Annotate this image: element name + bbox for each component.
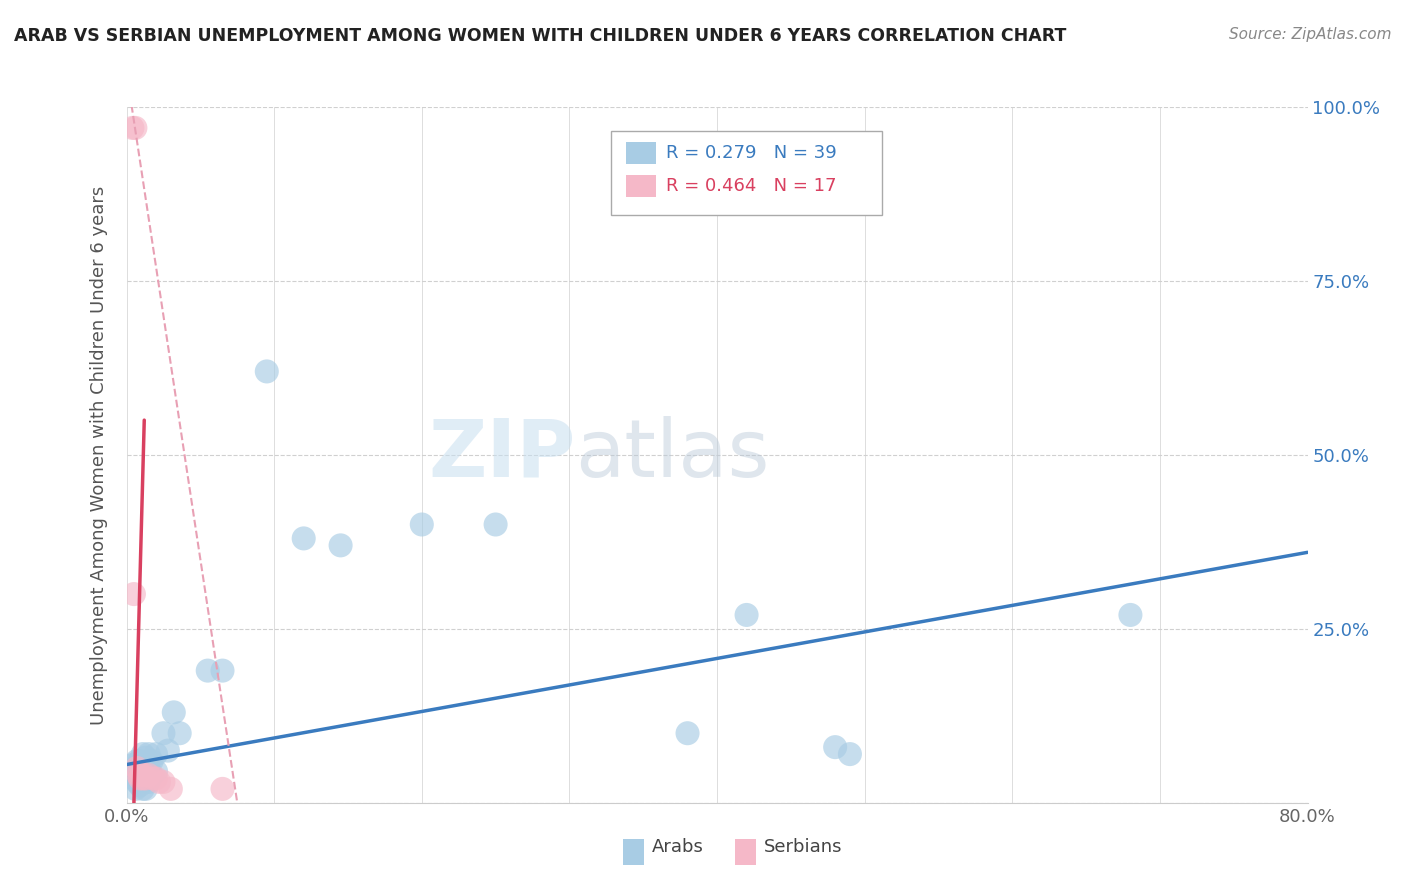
- Point: [128, 772, 150, 786]
- Point: [163, 706, 186, 720]
- Point: [122, 772, 145, 786]
- Text: ZIP: ZIP: [427, 416, 575, 494]
- Point: [135, 781, 157, 796]
- Point: [145, 747, 167, 761]
- Point: [211, 781, 233, 796]
- Point: [152, 726, 174, 740]
- Bar: [626, 142, 655, 164]
- Point: [125, 754, 148, 768]
- Point: [135, 750, 157, 764]
- Point: [124, 781, 146, 796]
- Point: [145, 772, 167, 786]
- Point: [127, 768, 149, 782]
- Point: [127, 761, 149, 775]
- Point: [132, 747, 155, 761]
- Point: [125, 761, 148, 775]
- Point: [135, 772, 157, 786]
- Point: [132, 764, 155, 779]
- Point: [824, 740, 846, 755]
- Point: [129, 768, 153, 782]
- Point: [128, 754, 150, 768]
- Point: [127, 768, 149, 782]
- Point: [145, 764, 167, 779]
- Text: Serbians: Serbians: [765, 838, 842, 856]
- Point: [256, 364, 278, 378]
- Text: R = 0.464   N = 17: R = 0.464 N = 17: [666, 178, 837, 195]
- Text: R = 0.279   N = 39: R = 0.279 N = 39: [666, 144, 837, 162]
- Point: [125, 775, 148, 789]
- Point: [138, 768, 160, 782]
- Point: [122, 587, 145, 601]
- Y-axis label: Unemployment Among Women with Children Under 6 years: Unemployment Among Women with Children U…: [90, 186, 108, 724]
- Text: Arabs: Arabs: [652, 838, 704, 856]
- Point: [197, 664, 219, 678]
- Point: [169, 726, 191, 740]
- Point: [122, 764, 145, 779]
- Point: [329, 538, 352, 552]
- Point: [141, 768, 163, 782]
- Point: [148, 775, 170, 789]
- Point: [135, 768, 157, 782]
- Point: [735, 607, 758, 622]
- Point: [484, 517, 508, 532]
- Text: atlas: atlas: [575, 416, 769, 494]
- Point: [156, 744, 179, 758]
- Point: [138, 775, 160, 789]
- Point: [138, 747, 160, 761]
- Point: [128, 778, 150, 792]
- Point: [159, 781, 183, 796]
- Text: Source: ZipAtlas.com: Source: ZipAtlas.com: [1229, 27, 1392, 42]
- Point: [122, 757, 145, 772]
- Point: [121, 120, 143, 135]
- Bar: [735, 839, 756, 865]
- Point: [292, 532, 315, 546]
- Point: [211, 664, 233, 678]
- Point: [138, 761, 160, 775]
- Point: [141, 754, 163, 768]
- Point: [152, 775, 174, 789]
- Point: [411, 517, 433, 532]
- Point: [676, 726, 699, 740]
- FancyBboxPatch shape: [610, 131, 883, 215]
- Point: [134, 768, 156, 782]
- Point: [132, 772, 155, 786]
- Point: [132, 781, 155, 796]
- Bar: [626, 175, 655, 197]
- Point: [142, 772, 165, 786]
- Point: [124, 120, 146, 135]
- Point: [838, 747, 860, 761]
- Point: [1119, 607, 1142, 622]
- Text: ARAB VS SERBIAN UNEMPLOYMENT AMONG WOMEN WITH CHILDREN UNDER 6 YEARS CORRELATION: ARAB VS SERBIAN UNEMPLOYMENT AMONG WOMEN…: [14, 27, 1066, 45]
- Bar: [623, 839, 644, 865]
